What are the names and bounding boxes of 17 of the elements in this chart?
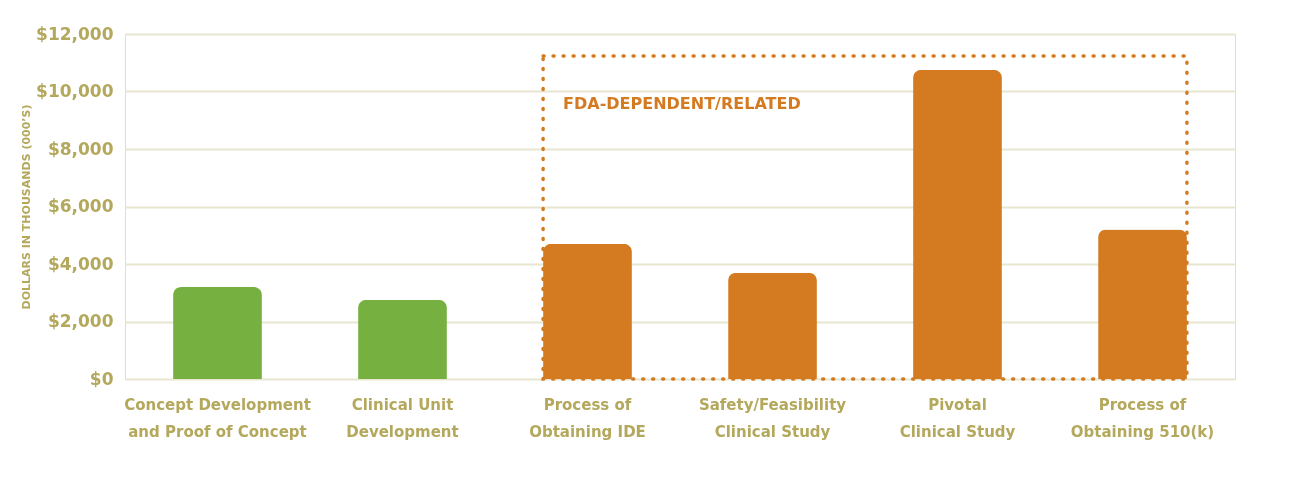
y-tick-label: $10,000 <box>36 81 114 101</box>
y-axis-title: DOLLARS IN THOUSANDS (000’S) <box>20 104 34 310</box>
x-tick-label: Concept Development and Proof of Concept <box>124 395 311 441</box>
x-tick-label: Safety/Feasibility Clinical Study <box>698 395 847 441</box>
annotation: FDA-DEPENDENT/RELATED <box>563 94 801 113</box>
x-tick-label: Clinical Unit Development <box>346 395 459 441</box>
bar <box>358 299 447 379</box>
y-tick-label: $12,000 <box>36 23 114 44</box>
y-tick-label: $0 <box>89 368 114 389</box>
bar <box>173 287 262 379</box>
y-tick-label: $4,000 <box>47 253 114 274</box>
y-tick-label: $2,000 <box>47 311 114 331</box>
x-tick-label: Pivotal Clinical Study <box>899 395 1016 441</box>
x-tick-label: Process of Obtaining IDE <box>529 395 646 441</box>
x-tick-label: Process of Obtaining 510(k) <box>1070 395 1215 441</box>
y-tick-label: $8,000 <box>47 138 114 159</box>
y-tick-label: $6,000 <box>47 196 114 216</box>
